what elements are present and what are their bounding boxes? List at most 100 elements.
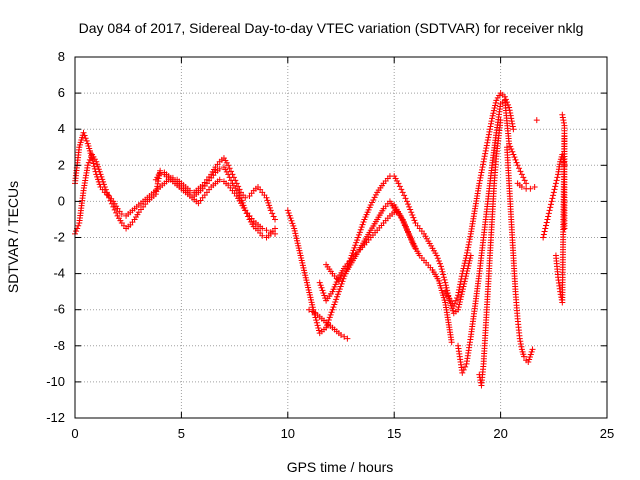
data-point [351, 244, 358, 251]
data-point [269, 210, 276, 217]
data-point [341, 333, 348, 340]
x-tick-label: 15 [387, 426, 401, 441]
data-point [484, 137, 491, 144]
data-point [476, 177, 483, 184]
plot-area-border [74, 56, 608, 419]
data-point [358, 224, 365, 231]
series-track-n [533, 117, 540, 124]
data-point [316, 327, 323, 334]
data-point [490, 107, 497, 114]
data-point [550, 192, 557, 199]
data-point [270, 213, 277, 220]
data-point [459, 369, 466, 376]
data-point [487, 123, 494, 130]
data-point [110, 203, 117, 210]
data-point [540, 234, 547, 241]
data-point [323, 324, 330, 331]
data-point [266, 202, 273, 209]
data-point [477, 172, 484, 179]
data-point [440, 274, 447, 281]
data-point [338, 280, 345, 287]
grid [75, 57, 607, 418]
data-point [106, 194, 113, 201]
data-point [100, 181, 107, 188]
data-point [458, 276, 465, 283]
data-point [100, 178, 107, 185]
data-point [103, 189, 110, 196]
data-point [331, 301, 338, 308]
data-point [459, 268, 466, 275]
data-point [549, 195, 556, 202]
data-point [259, 225, 266, 232]
data-point [267, 229, 274, 236]
data-point [324, 322, 331, 329]
data-point [367, 202, 374, 209]
data-point [527, 351, 534, 358]
data-point [492, 99, 499, 106]
data-point [462, 257, 469, 264]
data-point [481, 153, 488, 160]
data-point [545, 213, 552, 220]
series-track-d [284, 173, 474, 337]
data-point [99, 176, 106, 183]
series-track-c [152, 169, 279, 237]
data-point [520, 174, 527, 181]
data-point [461, 280, 468, 287]
data-point [237, 194, 244, 201]
data-point [344, 335, 351, 342]
data-point [264, 197, 271, 204]
data-point [433, 252, 440, 259]
series-track-l [503, 144, 536, 366]
data-point [526, 353, 533, 360]
data-point [96, 168, 103, 175]
y-axis: -12 -10 -8 -6 -4 -2 0 2 4 6 8 [46, 49, 607, 425]
data-point [157, 169, 164, 176]
data-point [216, 176, 223, 183]
data-point [398, 186, 405, 193]
data-point [245, 213, 252, 220]
data-point [511, 154, 518, 161]
data-point [480, 161, 487, 168]
data-point [547, 201, 554, 208]
data-point [483, 145, 490, 152]
data-point [285, 210, 292, 217]
data-point [338, 331, 344, 338]
data-point [476, 180, 483, 187]
data-point [435, 257, 442, 264]
data-point [455, 304, 462, 311]
data-point [442, 279, 449, 286]
data-point [81, 132, 88, 139]
data-point [533, 117, 540, 124]
data-point [483, 142, 490, 149]
data-point [485, 134, 492, 141]
data-point [330, 304, 337, 311]
data-point [439, 268, 446, 275]
data-point [236, 186, 243, 193]
data-point [360, 219, 367, 226]
data-point [456, 298, 463, 305]
data-point [527, 185, 534, 192]
data-point [464, 247, 471, 254]
data-point [352, 242, 359, 249]
data-point [399, 189, 406, 196]
data-point [559, 111, 566, 118]
data-point [480, 158, 487, 165]
data-point [465, 241, 472, 248]
series-track-m [514, 180, 538, 192]
data-point [547, 204, 554, 211]
data-point [467, 233, 474, 240]
data-point [507, 143, 514, 150]
y-tick-label: -4 [53, 266, 65, 281]
data-point [113, 209, 120, 216]
data-point [288, 217, 295, 224]
data-point [458, 273, 465, 280]
data-point [354, 237, 361, 244]
data-point [550, 189, 557, 196]
data-point [75, 222, 82, 229]
data-point [457, 296, 464, 303]
series-track-q [559, 111, 568, 232]
data-point [329, 306, 336, 313]
data-point [512, 156, 519, 163]
data-point [455, 292, 462, 299]
